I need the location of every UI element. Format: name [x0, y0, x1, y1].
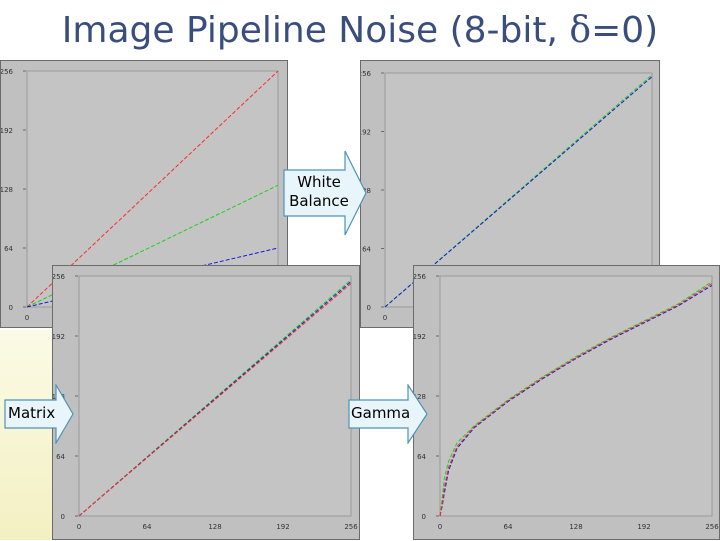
gamma-xtick-label-2: 128 — [569, 523, 582, 531]
chart-matrix-svg: 064128192256064128192256 — [53, 273, 358, 531]
matrix-ytick-label-1: 64 — [56, 453, 65, 461]
gamma-series-blue — [439, 284, 713, 517]
gamma-ytick-label-0: 0 — [422, 513, 426, 521]
matrix-ytick-label-3: 192 — [53, 333, 65, 341]
gamma-series-green — [439, 281, 713, 517]
white-balance-ytick-label-1: 64 — [362, 246, 371, 254]
matrix-xtick-label-2: 128 — [208, 523, 221, 531]
matrix-xtick-label-0: 0 — [77, 523, 81, 531]
matrix-xtick-label-3: 192 — [276, 523, 289, 531]
white-balance-xtick-label-0: 0 — [383, 314, 387, 322]
matrix-ytick-label-0: 0 — [61, 513, 65, 521]
matrix-xtick-label-1: 64 — [143, 523, 152, 531]
chart-gamma: 0 64 128 192 256 0 64 128 192 256 — [413, 265, 720, 540]
gamma-ytick-label-4: 256 — [414, 273, 427, 281]
white-balance-arrow: White Balance — [283, 150, 367, 236]
title-text: Image Pipeline Noise (8-bit, — [61, 10, 570, 51]
title-tail: =0) — [591, 10, 659, 51]
gamma-xtick-label-0: 0 — [438, 523, 442, 531]
page-title: Image Pipeline Noise (8-bit, δ=0) — [0, 10, 720, 51]
raw-ytick-label-4: 256 — [1, 68, 14, 76]
gamma-arrow: Gamma — [348, 384, 428, 444]
white-balance-ytick-label-3: 192 — [361, 129, 371, 137]
chart-matrix: 064128192256064128192256 — [52, 265, 360, 540]
raw-series-green — [26, 184, 279, 308]
gamma-ytick-label-1: 64 — [417, 453, 426, 461]
raw-ytick-label-1: 64 — [4, 245, 13, 253]
chart-gamma-svg: 0 64 128 192 256 0 64 128 192 256 — [414, 273, 719, 531]
white-balance-series-green — [384, 74, 653, 308]
gamma-ytick-label-2: 128 — [414, 393, 426, 401]
white-balance-series-blue — [384, 76, 653, 308]
side-gradient — [0, 330, 55, 540]
matrix-arrow: Matrix — [4, 384, 74, 444]
white-balance-arrow-shape — [283, 150, 367, 236]
raw-ytick-label-2: 128 — [1, 186, 13, 194]
raw-ytick-label-3: 192 — [1, 127, 13, 135]
gamma-arrow-shape — [348, 384, 428, 444]
white-balance-label: White Balance — [285, 173, 353, 211]
gamma-series-red — [439, 283, 713, 517]
gamma-xtick-label-1: 64 — [504, 523, 513, 531]
matrix-arrow-shape — [4, 384, 74, 444]
matrix-label: Matrix — [8, 404, 56, 422]
white-balance-ytick-label-4: 256 — [361, 70, 372, 78]
raw-xtick-label-0: 0 — [25, 314, 29, 322]
matrix-xtick-label-4: 256 — [344, 523, 358, 531]
white-balance-ytick-label-0: 0 — [367, 304, 371, 312]
matrix-ytick-label-4: 256 — [53, 273, 66, 281]
gamma-xtick-label-4: 256 — [705, 523, 719, 531]
white-balance-ytick-label-2: 128 — [361, 187, 371, 195]
gamma-ytick-label-3: 192 — [414, 333, 426, 341]
gamma-xtick-label-3: 192 — [637, 523, 650, 531]
white-balance-label-line1: White — [297, 173, 341, 191]
white-balance-label-line2: Balance — [289, 192, 349, 210]
gamma-label: Gamma — [351, 404, 411, 422]
raw-ytick-label-0: 0 — [9, 304, 13, 312]
title-delta-symbol: δ — [569, 10, 592, 51]
gamma-plot-area — [439, 275, 713, 517]
